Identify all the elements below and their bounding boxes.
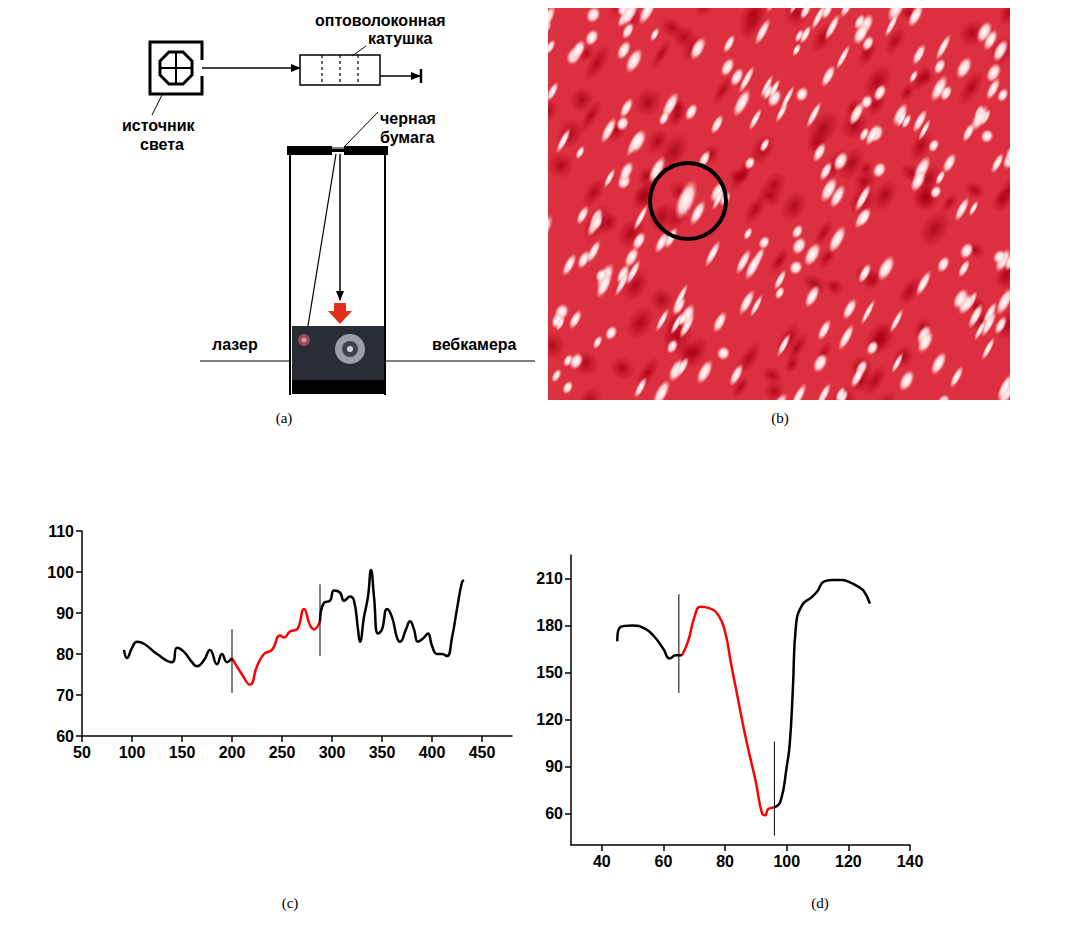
svg-text:60: 60 [655, 853, 673, 870]
svg-text:80: 80 [56, 646, 74, 663]
svg-text:(c): (c) [282, 895, 299, 912]
svg-text:110: 110 [48, 523, 74, 540]
svg-text:300: 300 [319, 744, 346, 761]
svg-text:вебкамера: вебкамера [432, 336, 517, 353]
svg-text:(d): (d) [811, 895, 829, 912]
svg-text:450: 450 [469, 744, 496, 761]
svg-text:90: 90 [545, 758, 563, 775]
svg-text:120: 120 [835, 853, 862, 870]
svg-text:60: 60 [545, 805, 563, 822]
svg-text:лазер: лазер [212, 336, 258, 353]
svg-text:350: 350 [369, 744, 396, 761]
svg-text:света: света [140, 136, 184, 153]
svg-text:80: 80 [716, 853, 734, 870]
svg-text:источник: источник [122, 117, 196, 134]
svg-text:140: 140 [897, 853, 924, 870]
svg-text:40: 40 [593, 853, 611, 870]
svg-text:150: 150 [169, 744, 196, 761]
svg-text:400: 400 [419, 744, 446, 761]
svg-text:60: 60 [56, 728, 74, 745]
svg-text:200: 200 [219, 744, 246, 761]
svg-text:100: 100 [119, 744, 146, 761]
svg-text:черная: черная [380, 110, 436, 127]
svg-text:100: 100 [773, 853, 800, 870]
svg-text:150: 150 [536, 664, 563, 681]
svg-text:оптоволоконная: оптоволоконная [315, 12, 446, 29]
svg-text:бумага: бумага [380, 129, 435, 146]
svg-text:(a): (a) [276, 410, 293, 427]
svg-text:90: 90 [56, 605, 74, 622]
svg-text:катушка: катушка [368, 30, 432, 47]
svg-text:50: 50 [73, 744, 91, 761]
svg-text:180: 180 [536, 617, 563, 634]
svg-text:70: 70 [56, 687, 74, 704]
svg-text:100: 100 [47, 564, 74, 581]
svg-text:210: 210 [536, 570, 563, 587]
svg-text:250: 250 [269, 744, 296, 761]
svg-text:(b): (b) [771, 410, 789, 427]
svg-text:120: 120 [536, 711, 563, 728]
